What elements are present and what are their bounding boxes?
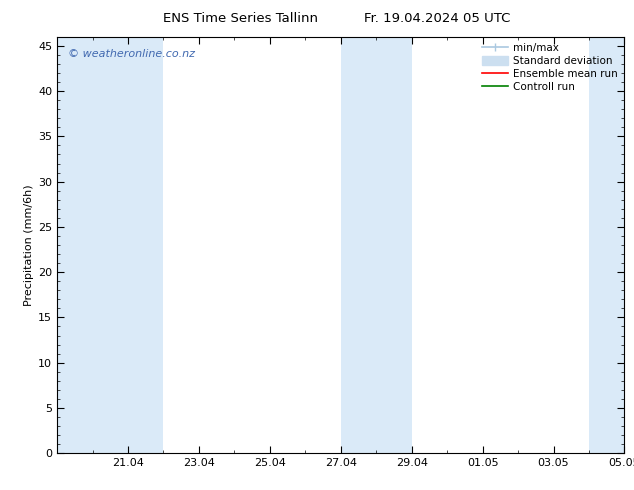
Bar	[128, 37, 164, 453]
Text: © weatheronline.co.nz: © weatheronline.co.nz	[68, 49, 195, 59]
Legend: min/max, Standard deviation, Ensemble mean run, Controll run: min/max, Standard deviation, Ensemble me…	[478, 39, 623, 96]
Bar	[341, 37, 411, 453]
Bar	[57, 37, 128, 453]
Bar	[589, 37, 624, 453]
Text: ENS Time Series Tallinn: ENS Time Series Tallinn	[164, 12, 318, 25]
Y-axis label: Precipitation (mm/6h): Precipitation (mm/6h)	[24, 184, 34, 306]
Text: Fr. 19.04.2024 05 UTC: Fr. 19.04.2024 05 UTC	[365, 12, 510, 25]
